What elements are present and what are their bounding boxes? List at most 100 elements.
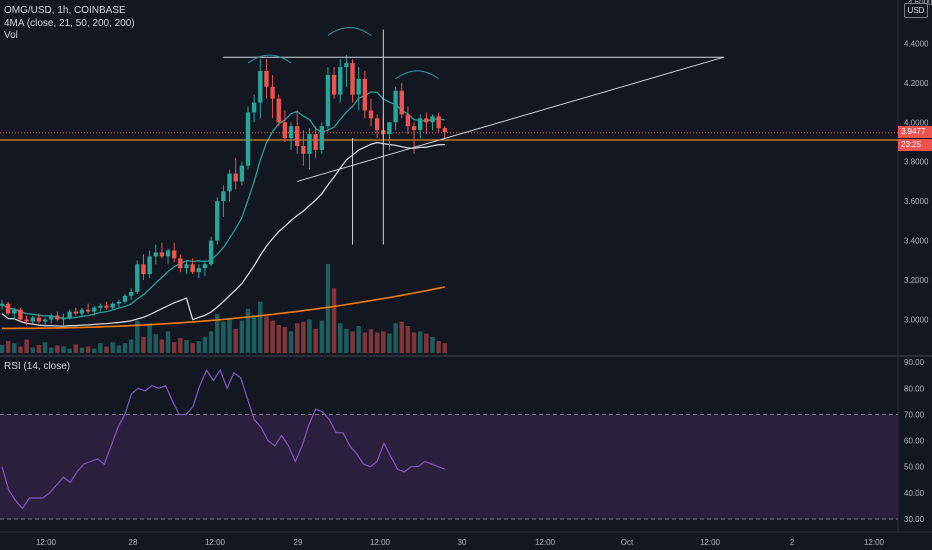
time-axis-label: Oct — [621, 538, 634, 547]
volume-bar — [79, 347, 85, 353]
candle-body — [227, 173, 232, 192]
candle-body — [172, 250, 177, 259]
time-axis-label: 12:00 — [205, 538, 226, 547]
volume-bar — [24, 339, 29, 353]
candle-body — [411, 126, 417, 131]
volume-bar — [436, 341, 441, 353]
ma200-line — [2, 286, 445, 330]
time-axis-label: 2 — [790, 538, 795, 547]
volume-bar — [153, 334, 158, 353]
candle-body — [221, 191, 226, 202]
volume-bar — [387, 333, 392, 353]
candle-body — [344, 63, 349, 68]
candle-body — [245, 112, 251, 166]
volume-bar — [172, 342, 177, 353]
candle-body — [165, 250, 171, 257]
volume-bar — [110, 342, 115, 353]
candle-body — [436, 116, 441, 129]
volume-bar — [362, 332, 368, 353]
price-axis-label: 3.4000 — [904, 237, 929, 246]
volume-bar — [295, 323, 300, 353]
candle-body — [18, 309, 23, 320]
candle-body — [399, 90, 404, 115]
candle-body — [208, 240, 214, 265]
price-axis-label: 4.2000 — [904, 79, 929, 88]
symbol-legend[interactable]: OMG/USD, 1h, COINBASE — [4, 5, 126, 16]
candle-body — [430, 116, 435, 123]
rsi-axis-label: 60.00 — [904, 437, 925, 446]
candle-body — [215, 201, 220, 241]
candle-body — [264, 71, 269, 87]
volume-bar — [424, 333, 429, 353]
candle-body — [307, 134, 312, 154]
volume-bar — [374, 332, 380, 353]
candle-body — [104, 305, 109, 308]
volume-bar — [67, 348, 72, 353]
volume-bar — [85, 346, 91, 353]
candle-body — [405, 114, 411, 127]
time-axis-label: 28 — [129, 538, 138, 547]
candle-body — [319, 126, 324, 150]
volume-bar — [36, 344, 42, 353]
volume-bar — [393, 323, 398, 353]
candle-body — [368, 110, 374, 119]
volume-bar — [61, 346, 66, 353]
candle-body — [301, 145, 306, 154]
candle-body — [98, 305, 103, 308]
rsi-axis-label: 90.00 — [904, 358, 925, 367]
candle-body — [110, 303, 115, 308]
volume-bar — [301, 321, 306, 353]
moving-average-legend[interactable]: 4MA (close, 21, 50, 200, 200) — [4, 18, 135, 29]
candle-body — [362, 78, 368, 111]
volume-bar — [430, 336, 435, 353]
volume-bar — [227, 317, 232, 353]
volume-bar — [116, 345, 122, 353]
candle-body — [128, 291, 134, 296]
volume-bar — [411, 332, 417, 353]
candle-body — [387, 122, 392, 135]
rsi-axis-label: 30.00 — [904, 515, 925, 524]
candle-body — [122, 295, 128, 302]
rsi-legend[interactable]: RSI (14, close) — [4, 361, 71, 372]
time-axis-label: 12:00 — [864, 538, 885, 547]
volume-bar — [98, 343, 103, 353]
candle-body — [135, 264, 140, 292]
time-axis-label: 12:00 — [36, 538, 57, 547]
volume-bar — [221, 321, 226, 353]
volume-bar — [344, 328, 349, 353]
volume-bar — [356, 326, 361, 353]
candle-body — [12, 309, 17, 314]
candle-body — [239, 165, 245, 182]
volume-bar — [331, 288, 337, 353]
volume-bar — [418, 331, 423, 353]
volume-bar — [202, 336, 208, 353]
price-axis-label: 3.2000 — [904, 276, 929, 285]
time-axis-label: 30 — [458, 538, 467, 547]
volume-bar — [307, 319, 312, 353]
volume-bar — [399, 321, 404, 353]
currency-button[interactable]: USD — [904, 3, 928, 18]
candle-body — [202, 264, 208, 269]
candle-body — [5, 303, 11, 314]
candle-body — [141, 264, 146, 275]
volume-bar — [55, 345, 60, 353]
volume-bar — [165, 331, 171, 353]
volume-bar — [442, 343, 447, 353]
volume-bar — [159, 339, 165, 353]
volume-bar — [12, 343, 17, 353]
price-axis-label: 3.6000 — [904, 197, 929, 206]
pattern-arc — [395, 70, 439, 80]
price-axis-label: 3.8000 — [904, 158, 929, 167]
volume-bar — [141, 336, 146, 353]
candle-body — [30, 317, 35, 322]
candle-body — [442, 128, 447, 133]
volume-bar — [264, 316, 269, 353]
candle-body — [153, 252, 158, 257]
candle-body — [73, 311, 78, 314]
volume-legend[interactable]: Vol — [4, 30, 18, 41]
candle-body — [0, 303, 5, 306]
volume-bar — [350, 331, 355, 353]
volume-bar — [338, 323, 343, 353]
volume-bar — [245, 308, 251, 353]
